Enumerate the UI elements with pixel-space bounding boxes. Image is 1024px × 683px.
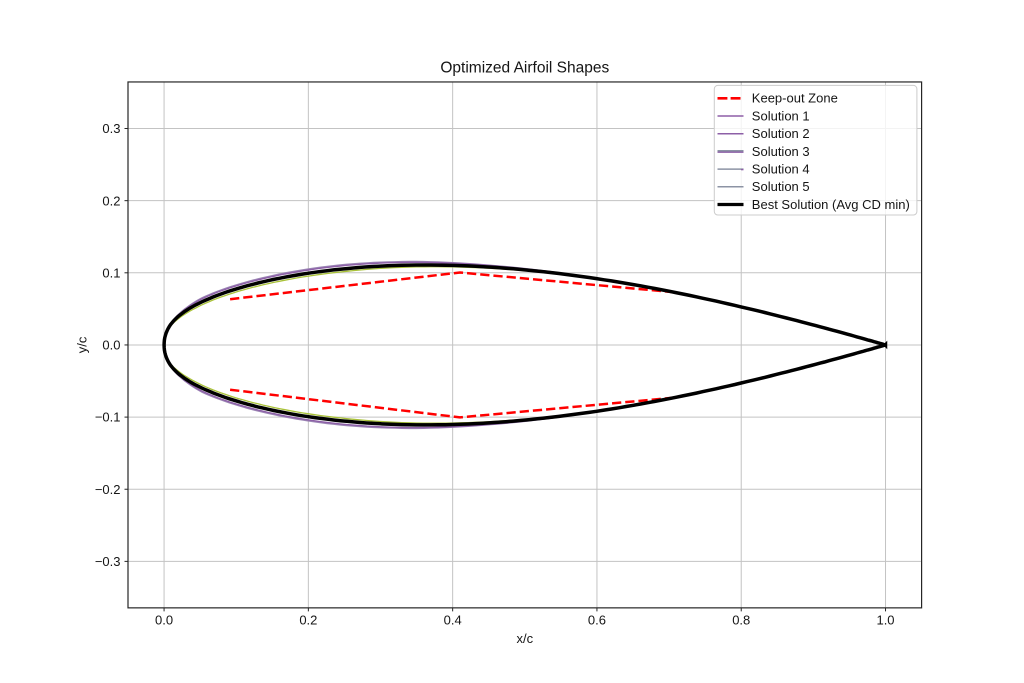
- svg-text:Keep-out Zone: Keep-out Zone: [752, 91, 838, 106]
- svg-text:−0.3: −0.3: [95, 554, 121, 569]
- svg-text:−0.2: −0.2: [95, 482, 121, 497]
- svg-text:x/c: x/c: [516, 631, 533, 646]
- svg-text:0.2: 0.2: [102, 193, 120, 208]
- svg-text:Solution 3: Solution 3: [752, 144, 810, 159]
- svg-text:0.0: 0.0: [102, 338, 120, 353]
- svg-text:0.6: 0.6: [588, 613, 606, 628]
- svg-text:0.1: 0.1: [102, 265, 120, 280]
- svg-text:0.2: 0.2: [299, 613, 317, 628]
- svg-text:Best Solution (Avg CD min): Best Solution (Avg CD min): [752, 197, 910, 212]
- svg-text:0.8: 0.8: [732, 613, 750, 628]
- svg-text:−0.1: −0.1: [95, 410, 121, 425]
- svg-text:0.4: 0.4: [444, 613, 462, 628]
- svg-text:Solution 2: Solution 2: [752, 126, 810, 141]
- svg-text:0.3: 0.3: [102, 121, 120, 136]
- svg-text:Optimized Airfoil Shapes: Optimized Airfoil Shapes: [440, 60, 609, 77]
- svg-text:y/c: y/c: [75, 336, 90, 353]
- svg-text:Solution 1: Solution 1: [752, 108, 810, 123]
- svg-text:0.0: 0.0: [155, 613, 173, 628]
- svg-text:1.0: 1.0: [876, 613, 894, 628]
- svg-text:Solution 5: Solution 5: [752, 179, 810, 194]
- svg-text:Solution 4: Solution 4: [752, 162, 810, 177]
